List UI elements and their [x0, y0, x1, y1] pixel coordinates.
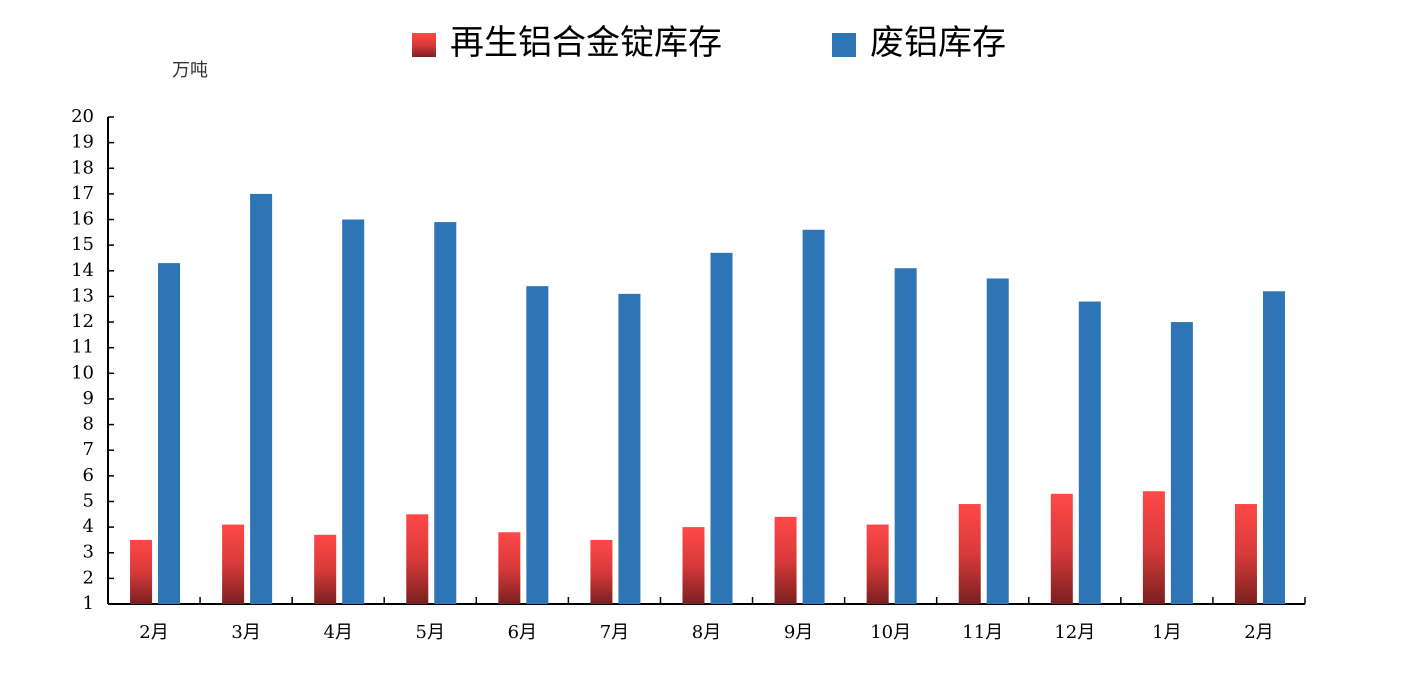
y-tick-label: 13	[71, 285, 94, 306]
bar	[986, 278, 1009, 604]
y-tick-label: 12	[71, 311, 94, 332]
bar	[1262, 291, 1285, 604]
bar	[866, 524, 889, 604]
bar	[958, 504, 981, 604]
x-tick-label: 9月	[784, 622, 813, 643]
y-tick-label: 16	[71, 209, 94, 230]
bar	[1050, 493, 1073, 604]
y-tick-label: 14	[71, 260, 94, 281]
x-tick-label: 11月	[962, 622, 1003, 643]
x-tick-label: 5月	[416, 622, 445, 643]
y-tick-label: 2	[83, 567, 94, 588]
y-tick-label: 18	[71, 157, 94, 178]
bar	[130, 539, 153, 604]
y-unit: 万吨	[172, 60, 208, 81]
y-tick-label: 9	[83, 388, 94, 409]
legend-swatch	[832, 33, 856, 57]
x-tick-label: 2月	[1244, 622, 1273, 643]
y-tick-label: 15	[71, 234, 94, 255]
bar	[1142, 491, 1165, 604]
bar	[710, 252, 733, 605]
x-tick-label: 4月	[323, 622, 352, 643]
legend-swatch	[412, 33, 436, 57]
x-tick-label: 6月	[508, 622, 537, 643]
bar	[158, 263, 181, 604]
bar	[802, 229, 825, 605]
y-tick-label: 19	[71, 132, 94, 153]
y-tick-label: 10	[71, 362, 94, 383]
y-tick-label: 1	[83, 593, 94, 614]
y-tick-label: 6	[83, 465, 94, 486]
bar	[1170, 322, 1193, 604]
y-tick-label: 5	[83, 490, 94, 511]
bar	[682, 527, 705, 604]
bar	[314, 534, 337, 604]
x-tick-label: 8月	[692, 622, 721, 643]
x-tick-label: 10月	[870, 622, 911, 643]
y-tick-label: 3	[83, 542, 94, 563]
legend-label: 再生铝合金锭库存	[450, 23, 722, 63]
bar	[250, 193, 273, 605]
bar	[1234, 504, 1257, 604]
legend-label: 废铝库存	[870, 23, 1006, 63]
bar	[434, 222, 457, 604]
y-tick-label: 11	[71, 337, 94, 358]
y-tick-label: 8	[83, 414, 94, 435]
bar	[526, 286, 549, 604]
y-tick-label: 4	[83, 516, 94, 537]
bar	[342, 219, 365, 605]
bar	[894, 268, 917, 604]
x-tick-label: 1月	[1152, 622, 1181, 643]
x-tick-label: 2月	[139, 622, 168, 643]
x-tick-label: 7月	[600, 622, 629, 643]
y-tick-label: 17	[71, 183, 94, 204]
bar	[498, 532, 521, 604]
bar	[406, 514, 429, 604]
bar	[774, 516, 797, 604]
y-tick-label: 20	[71, 106, 94, 127]
x-tick-label: 12月	[1054, 622, 1095, 643]
y-tick-label: 7	[83, 439, 94, 460]
bar	[222, 524, 245, 604]
x-tick-label: 3月	[231, 622, 260, 643]
bar	[1078, 301, 1101, 604]
bar	[618, 293, 641, 604]
bar	[590, 539, 613, 604]
